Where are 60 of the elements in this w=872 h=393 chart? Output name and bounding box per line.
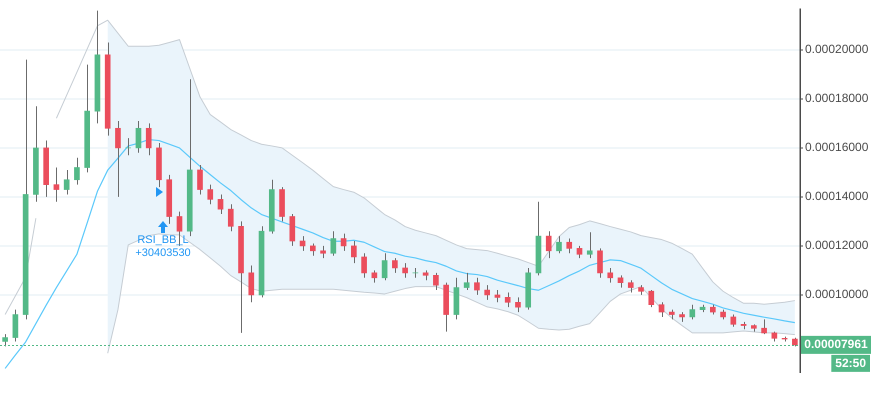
- y-tick-label: 0.00012000: [805, 238, 869, 252]
- candlestick: [597, 248, 603, 278]
- candlestick: [464, 272, 470, 291]
- candlestick: [310, 242, 316, 256]
- candlestick: [772, 331, 778, 342]
- annotation: +30403530: [135, 247, 191, 260]
- candlestick: [54, 167, 60, 202]
- candlestick: [197, 164, 203, 195]
- y-tick-label: 0.00014000: [805, 189, 869, 204]
- candlestick: [628, 280, 634, 293]
- candlestick: [330, 230, 336, 256]
- candlestick: [730, 314, 736, 328]
- candlestick: [74, 157, 80, 186]
- candlestick: [679, 312, 685, 322]
- candlestick: [372, 270, 378, 284]
- candlestick: [504, 292, 511, 308]
- ref-line-label: 0.00007961: [804, 337, 868, 352]
- candlestick: [218, 194, 224, 215]
- candlestick: [115, 120, 121, 198]
- candlestick: [761, 318, 767, 335]
- candlestick: [402, 262, 408, 278]
- candlestick: [340, 233, 346, 252]
- candlestick: [320, 245, 326, 259]
- candlestick: [720, 309, 726, 320]
- candlestick: [300, 236, 306, 252]
- candlestick: [484, 284, 490, 300]
- candlestick: [648, 290, 654, 308]
- y-tick-label: 0.00016000: [805, 140, 869, 154]
- candlestick: [146, 122, 152, 156]
- y-tick-label: 0.00018000: [805, 91, 869, 106]
- candlestick: [710, 304, 716, 316]
- candlestick: [607, 267, 614, 284]
- candlestick: [248, 265, 254, 303]
- y-tick-label: 0.00020000: [805, 42, 869, 56]
- candlestick: [668, 309, 675, 320]
- candlestick: [392, 258, 398, 274]
- text: 52:50: [835, 356, 866, 370]
- candlestick: [638, 284, 644, 296]
- candlestick: [566, 238, 572, 254]
- candlestick: [12, 309, 18, 342]
- candlestick: [361, 252, 367, 278]
- candlestick: [494, 290, 500, 303]
- candlestick: [556, 236, 562, 254]
- candlestick: [422, 270, 428, 281]
- candlestick: [515, 296, 521, 313]
- candlestick: [228, 204, 234, 232]
- candlestick: [618, 274, 624, 288]
- candlestick: [382, 252, 388, 281]
- candlestick: [658, 302, 664, 318]
- candlestick: [689, 304, 696, 320]
- y-tick-label: 0.00010000: [805, 287, 869, 302]
- candlestick: [586, 232, 593, 259]
- candlestick: [576, 245, 582, 259]
- candlestick: [351, 240, 357, 264]
- candlestick: [433, 272, 439, 291]
- candlestick: [207, 184, 214, 205]
- candlestick: [64, 169, 70, 195]
- candlestick: [474, 277, 480, 296]
- candlestick: [136, 120, 142, 154]
- candlestick: [546, 230, 552, 259]
